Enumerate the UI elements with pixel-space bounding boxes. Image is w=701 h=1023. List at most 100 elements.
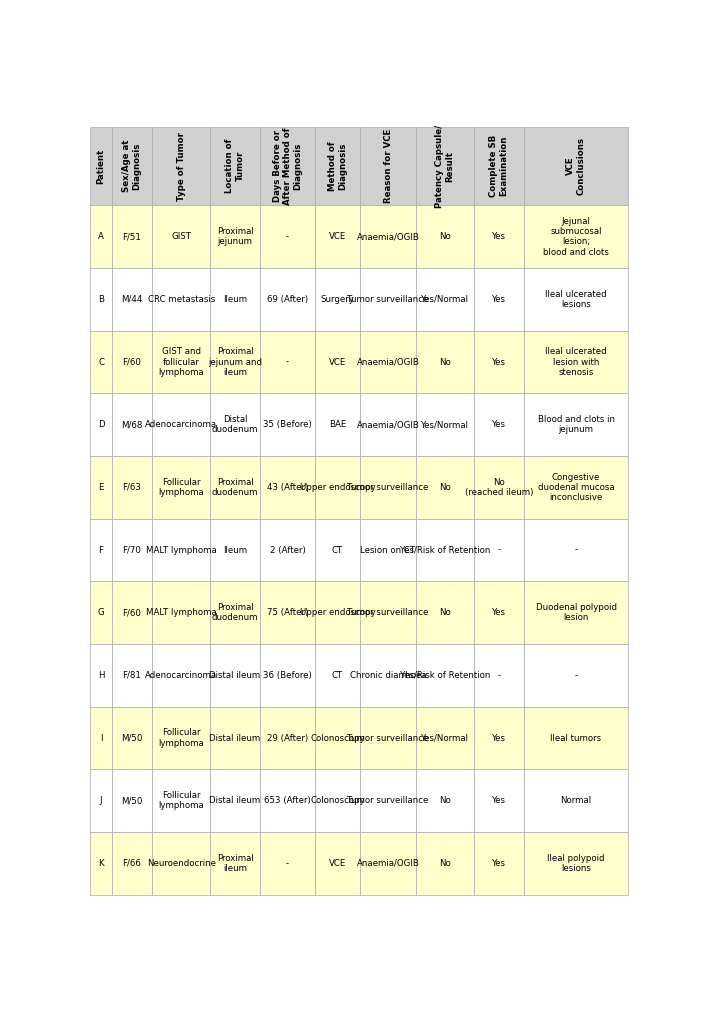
Text: -: -	[286, 232, 289, 241]
Bar	[210, 581, 260, 644]
Bar	[112, 519, 152, 581]
Bar	[152, 769, 210, 832]
Bar	[260, 206, 315, 268]
Bar	[315, 456, 360, 519]
Text: Type of Tumor: Type of Tumor	[177, 132, 186, 201]
Bar	[524, 519, 628, 581]
Text: Proximal
duodenum: Proximal duodenum	[212, 603, 258, 622]
Text: VCE
Conclusions: VCE Conclusions	[566, 137, 586, 195]
Text: Lesion on CT: Lesion on CT	[360, 545, 416, 554]
Bar	[90, 832, 112, 895]
Bar	[524, 456, 628, 519]
Text: Distal ileum: Distal ileum	[210, 733, 261, 743]
Bar	[112, 456, 152, 519]
Bar	[90, 519, 112, 581]
Bar	[474, 206, 524, 268]
Text: Tumor surveillance: Tumor surveillance	[348, 609, 429, 617]
Bar	[524, 707, 628, 769]
Bar	[360, 832, 416, 895]
Text: Yes: Yes	[492, 796, 506, 805]
Bar	[315, 581, 360, 644]
Bar	[260, 519, 315, 581]
Bar	[152, 519, 210, 581]
Text: Congestive
duodenal mucosa
inconclusive: Congestive duodenal mucosa inconclusive	[538, 473, 614, 502]
Text: Distal ileum: Distal ileum	[210, 796, 261, 805]
Bar	[152, 581, 210, 644]
Bar	[260, 330, 315, 394]
Text: M/50: M/50	[121, 796, 143, 805]
Bar	[260, 707, 315, 769]
Bar	[210, 644, 260, 707]
Text: Chronic diarrhoea: Chronic diarrhoea	[350, 671, 426, 680]
Text: BAE: BAE	[329, 420, 346, 430]
Text: -: -	[497, 545, 501, 554]
Bar	[360, 519, 416, 581]
Text: -: -	[574, 671, 578, 680]
Text: VCE: VCE	[329, 232, 346, 241]
Text: 29 (After): 29 (After)	[267, 733, 308, 743]
Bar	[112, 268, 152, 330]
Text: No: No	[439, 609, 451, 617]
Bar	[112, 127, 152, 206]
Text: Adenocarcinoma: Adenocarcinoma	[145, 420, 217, 430]
Bar	[152, 206, 210, 268]
Bar	[360, 394, 416, 456]
Text: Jejunal
submucosal
lesion;
blood and clots: Jejunal submucosal lesion; blood and clo…	[543, 217, 609, 257]
Bar	[210, 456, 260, 519]
Text: F/66: F/66	[123, 859, 142, 868]
Text: Colonoscopy: Colonoscopy	[310, 733, 365, 743]
Bar	[416, 644, 474, 707]
Bar	[90, 707, 112, 769]
Bar	[416, 769, 474, 832]
Text: Ileum: Ileum	[223, 545, 247, 554]
Bar	[315, 330, 360, 394]
Bar	[90, 330, 112, 394]
Text: F/81: F/81	[123, 671, 142, 680]
Text: -: -	[497, 671, 501, 680]
Text: Follicular
lymphoma: Follicular lymphoma	[158, 728, 204, 748]
Text: No
(reached ileum): No (reached ileum)	[465, 478, 533, 497]
Bar	[474, 268, 524, 330]
Text: C: C	[98, 358, 104, 366]
Text: Proximal
jejunum: Proximal jejunum	[217, 227, 253, 247]
Bar	[360, 581, 416, 644]
Text: M/44: M/44	[121, 295, 143, 304]
Bar	[260, 644, 315, 707]
Text: Ileal ulcerated
lesion with
stenosis: Ileal ulcerated lesion with stenosis	[545, 347, 607, 377]
Bar	[152, 707, 210, 769]
Text: Follicular
lymphoma: Follicular lymphoma	[158, 791, 204, 810]
Text: -: -	[574, 545, 578, 554]
Text: MALT lymphoma: MALT lymphoma	[146, 609, 217, 617]
Bar	[360, 707, 416, 769]
Bar	[315, 127, 360, 206]
Text: Proximal
ileum: Proximal ileum	[217, 853, 253, 873]
Text: Patency Capsule/
Result: Patency Capsule/ Result	[435, 125, 455, 208]
Text: Yes/Risk of Retention: Yes/Risk of Retention	[400, 671, 490, 680]
Text: Yes/Normal: Yes/Normal	[421, 733, 469, 743]
Text: 75 (After): 75 (After)	[267, 609, 308, 617]
Bar	[524, 769, 628, 832]
Text: F/51: F/51	[123, 232, 142, 241]
Bar	[416, 707, 474, 769]
Text: 653 (After): 653 (After)	[264, 796, 311, 805]
Bar	[315, 769, 360, 832]
Text: Reason for VCE: Reason for VCE	[383, 129, 393, 204]
Bar	[416, 394, 474, 456]
Text: E: E	[98, 483, 104, 492]
Text: F/70: F/70	[123, 545, 142, 554]
Text: No: No	[439, 859, 451, 868]
Bar	[474, 519, 524, 581]
Text: No: No	[439, 796, 451, 805]
Text: Days Before or
After Method of
Diagnosis: Days Before or After Method of Diagnosis	[273, 127, 302, 205]
Bar	[210, 394, 260, 456]
Text: Tumor surveillance: Tumor surveillance	[348, 483, 429, 492]
Text: No: No	[439, 232, 451, 241]
Text: 69 (After): 69 (After)	[267, 295, 308, 304]
Bar	[260, 832, 315, 895]
Bar	[524, 127, 628, 206]
Bar	[416, 832, 474, 895]
Text: -: -	[286, 358, 289, 366]
Bar	[210, 127, 260, 206]
Text: Proximal
jejunum and
ileum: Proximal jejunum and ileum	[208, 347, 262, 377]
Text: Yes: Yes	[492, 358, 506, 366]
